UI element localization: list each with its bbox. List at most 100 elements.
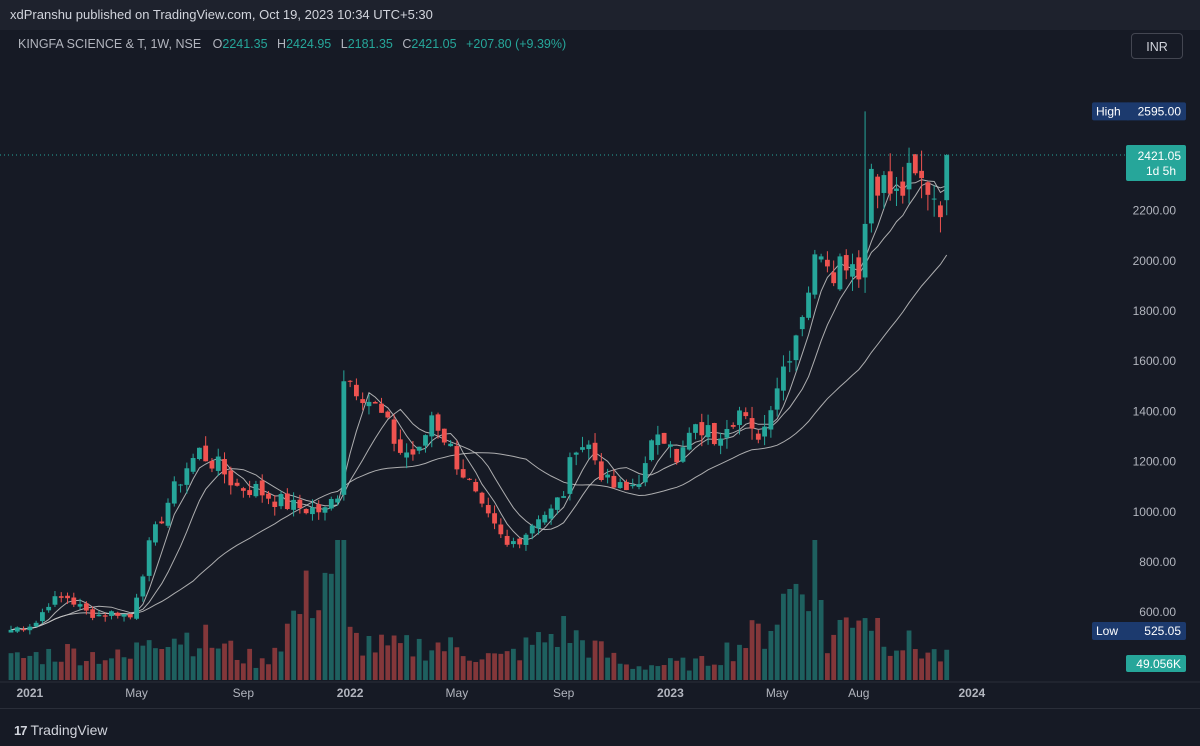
candle-body — [680, 447, 686, 462]
candle-body — [617, 482, 623, 488]
candle-body — [485, 505, 491, 514]
candle-body — [247, 490, 253, 496]
volume-bar — [96, 663, 102, 680]
candle-body — [868, 168, 874, 224]
volume-bar — [8, 653, 14, 680]
candle-body — [272, 501, 278, 508]
candle-body — [825, 259, 830, 267]
volume-bar — [65, 644, 70, 680]
volume-bar — [184, 632, 190, 680]
volume-bar — [441, 651, 447, 680]
candle-body — [284, 493, 290, 509]
candle-body — [115, 612, 121, 616]
tradingview-logo-text: TradingView — [30, 722, 108, 738]
price-axis[interactable]: 400.00600.00800.001000.001200.001400.001… — [1133, 204, 1177, 670]
high-badge-label: High — [1096, 104, 1121, 118]
volume-bar — [624, 664, 629, 680]
candle-body — [693, 424, 698, 433]
candle-body — [843, 255, 849, 271]
volume-bar — [391, 635, 397, 680]
volume-bar — [661, 665, 667, 680]
volume-bar — [931, 649, 937, 680]
price-chart[interactable]: 400.00600.00800.001000.001200.001400.001… — [0, 30, 1200, 708]
change-value: +207.80 (+9.39%) — [466, 37, 567, 51]
price-tick-label: 800.00 — [1139, 555, 1176, 569]
candle-body — [96, 614, 102, 617]
candle-body — [730, 425, 736, 427]
candle-body — [799, 317, 805, 330]
candle-body — [511, 541, 516, 545]
candle-body — [303, 509, 309, 514]
tradingview-logo[interactable]: 17 TradingView — [14, 722, 108, 738]
volume-bar — [46, 648, 52, 680]
volume-bar — [222, 643, 227, 680]
volume-bar — [580, 640, 585, 680]
volume-bar — [77, 665, 83, 680]
volume-bar — [140, 645, 146, 680]
time-axis[interactable]: 2021 May Sep 2022 May Sep 2023 May Aug 2024 — [0, 681, 1200, 700]
candle-body — [774, 388, 780, 410]
volume-bar — [372, 652, 378, 680]
candle-body — [661, 432, 667, 444]
candle-body — [856, 257, 862, 280]
volume-value: 49.056K — [1136, 657, 1181, 671]
volume-bar — [868, 630, 874, 680]
volume-bar — [435, 642, 441, 680]
candle-body — [58, 596, 64, 598]
volume-bar — [27, 655, 33, 680]
open-value: 2241.35 — [222, 37, 268, 51]
volume-bar — [303, 570, 309, 680]
volume-bar — [598, 641, 604, 680]
volume-bar — [806, 611, 811, 680]
volume-bar — [379, 634, 384, 680]
volume-bar — [906, 630, 912, 680]
candle-body — [40, 612, 45, 622]
candle-body — [900, 181, 906, 196]
currency-button[interactable]: INR — [1131, 33, 1183, 59]
candle-body — [171, 481, 177, 504]
volume-bar — [159, 649, 165, 680]
volume-bar — [630, 668, 636, 680]
volume-bar — [938, 661, 943, 680]
volume-bar — [448, 637, 453, 680]
volume-bar — [416, 638, 422, 680]
volume-bar — [573, 630, 579, 680]
candle-body — [71, 597, 77, 605]
volume-bar — [52, 661, 58, 680]
candle-body — [266, 493, 271, 499]
volume-bar — [542, 642, 548, 680]
symbol-label[interactable]: KINGFA SCIENCE & T, 1W, NSE — [18, 37, 202, 51]
volume-bar — [127, 658, 133, 680]
close-label: C — [402, 37, 412, 51]
candle-body — [203, 445, 209, 462]
candle-body — [184, 468, 190, 485]
volume-bar — [473, 662, 479, 680]
candle-body — [240, 488, 246, 491]
price-tick-label: 2200.00 — [1133, 204, 1177, 218]
volume-bar — [121, 657, 127, 680]
volume-bar — [90, 652, 96, 680]
volume-bar — [240, 663, 246, 680]
candle-body — [630, 484, 636, 487]
volume-bar — [611, 652, 617, 680]
candle-body — [404, 452, 410, 458]
candle-body — [335, 498, 340, 503]
volume-bar — [529, 644, 535, 680]
candle-body — [322, 507, 328, 513]
volume-bar — [592, 640, 598, 680]
low-label: L — [340, 37, 348, 51]
candle-body — [705, 425, 711, 438]
volume-bar — [485, 653, 491, 680]
volume-bar — [479, 659, 485, 680]
time-tick-label: Sep — [233, 686, 255, 700]
candle-body — [737, 410, 742, 426]
candle-body — [711, 423, 717, 445]
candle-body — [536, 519, 541, 529]
candle-body — [850, 264, 855, 277]
volume-bar — [693, 658, 698, 680]
time-tick-label: May — [766, 686, 789, 700]
volume-bar — [322, 572, 328, 680]
volume-bar — [423, 660, 428, 680]
candle-body — [429, 415, 435, 437]
candle-body — [668, 444, 673, 447]
